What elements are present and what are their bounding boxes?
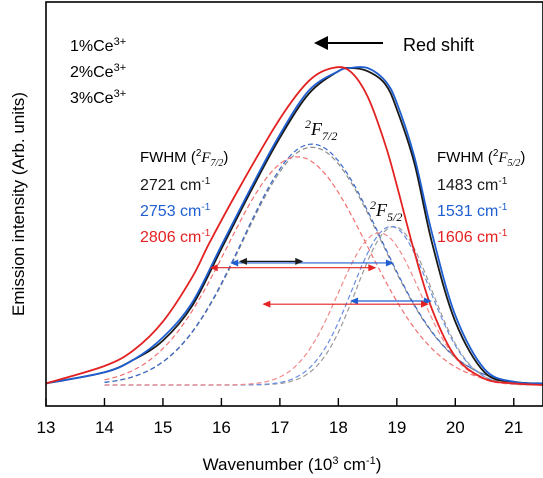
fwhm-arrow	[262, 300, 429, 308]
fwhm-right-block: FWHM (2F5/2) 1483 cm-1 1531 cm-1 1606 cm…	[437, 148, 525, 246]
red-shift-label: Red shift	[403, 35, 474, 55]
x-tick-label: 21	[504, 418, 523, 437]
fwhm-arrows	[209, 257, 432, 308]
legend-entry-2: 2%Ce3+	[70, 62, 126, 81]
fwhm-left-value-2: 2753 cm-1	[140, 202, 211, 220]
fwhm-right-value-2: 1531 cm-1	[437, 202, 508, 220]
fwhm-left-block: FWHM (2F7/2) 2721 cm-1 2753 cm-1 2806 cm…	[140, 148, 228, 246]
fwhm-arrow	[230, 259, 394, 267]
peak-label-2f52: 2F5/2	[370, 198, 402, 224]
fwhm-left-value-1: 2721 cm-1	[140, 176, 211, 194]
plot-frame	[45, 1, 543, 407]
x-axis-ticks: 13 14 15 16 17 18 19 20 21	[37, 398, 523, 437]
x-tick-label: 17	[270, 418, 289, 437]
legend-entry-3: 3%Ce3+	[70, 88, 126, 107]
x-tick-label: 20	[446, 418, 465, 437]
fwhm-right-value-3: 1606 cm-1	[437, 228, 508, 246]
fit-curve	[104, 232, 538, 386]
fit-curve	[104, 225, 538, 386]
x-tick-label: 15	[153, 418, 172, 437]
fwhm-arrow	[209, 264, 377, 272]
gaussian-fit-curves	[104, 143, 538, 386]
fwhm-left-title: FWHM (2F7/2)	[140, 148, 228, 169]
peak-label-2f72: 2F7/2	[305, 117, 337, 143]
x-axis-label: Wavenumber (103 cm-1)	[203, 455, 382, 474]
x-tick-label: 19	[387, 418, 406, 437]
fwhm-right-value-1: 1483 cm-1	[437, 176, 508, 194]
x-tick-label: 13	[37, 418, 56, 437]
x-tick-label: 18	[329, 418, 348, 437]
fit-curve	[104, 156, 538, 385]
fit-curve	[104, 225, 538, 386]
fwhm-arrow	[238, 257, 304, 265]
legend: 1%Ce3+ 2%Ce3+ 3%Ce3+	[70, 36, 126, 107]
series-line	[45, 66, 543, 385]
fwhm-left-value-3: 2806 cm-1	[140, 228, 211, 246]
fwhm-arrow	[350, 297, 432, 305]
spectra-series	[45, 66, 543, 386]
fwhm-right-title: FWHM (2F5/2)	[437, 148, 525, 169]
y-axis-label: Emission intensity (Arb. units)	[9, 92, 28, 316]
red-shift-arrow	[314, 36, 383, 50]
x-tick-label: 16	[212, 418, 231, 437]
x-tick-label: 14	[95, 418, 114, 437]
series-line	[45, 66, 543, 386]
legend-entry-1: 1%Ce3+	[70, 36, 126, 55]
fit-curve	[104, 143, 538, 385]
